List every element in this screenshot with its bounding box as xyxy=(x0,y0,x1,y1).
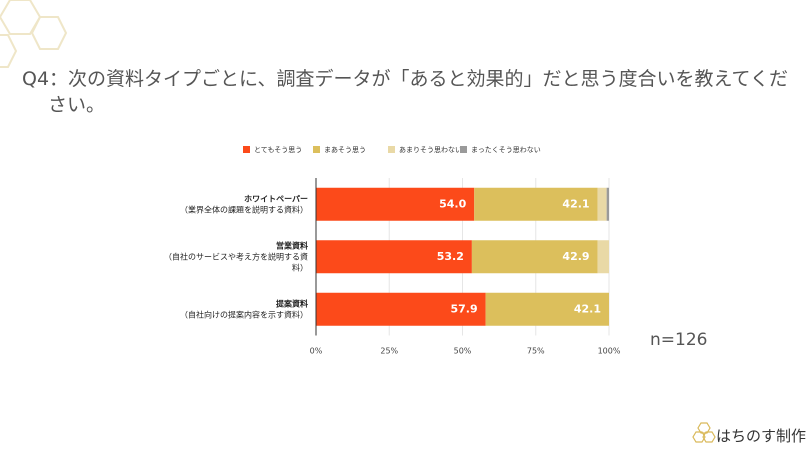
decoration xyxy=(0,0,68,68)
bar-segment xyxy=(597,187,607,221)
y-tick-label: ホワイトペーパー xyxy=(244,193,308,203)
legend-label: まったくそう思わない xyxy=(471,146,541,154)
legend-label: とてもそう思う xyxy=(254,146,302,154)
y-tick-label: 営業資料 xyxy=(276,240,308,250)
legend-label: まあそう思う xyxy=(324,146,366,154)
bar-segment xyxy=(474,187,598,221)
x-tick-label: 25% xyxy=(380,347,398,356)
value-label: 54.0 xyxy=(439,197,466,210)
x-tick-label: 100% xyxy=(598,347,621,356)
annotation: n=126 xyxy=(650,330,708,350)
bar-segment xyxy=(316,240,472,274)
x-tick-label: 75% xyxy=(527,347,545,356)
brand: はちのす制作 xyxy=(716,427,807,445)
legend-label: あまりそう思わない xyxy=(399,146,462,154)
bar-segment xyxy=(316,187,475,221)
value-label: 53.2 xyxy=(437,250,464,263)
value-label: 42.1 xyxy=(574,302,601,315)
x-tick-label: 0% xyxy=(310,347,323,356)
value-label: 42.1 xyxy=(562,197,589,210)
y-tick-label: 提案資料 xyxy=(276,298,308,308)
y-tick-label: （自社のサービスや考え方を説明する資 xyxy=(164,251,308,261)
brand-logo xyxy=(692,422,716,443)
bar-segment xyxy=(606,187,609,221)
legend-swatch xyxy=(313,146,320,153)
value-label: 57.9 xyxy=(451,302,478,315)
value-label: 42.9 xyxy=(562,250,589,263)
y-tick-label: 料） xyxy=(292,262,308,272)
bar-segment xyxy=(597,240,609,274)
legend-swatch xyxy=(243,146,250,153)
bar-segment xyxy=(485,292,609,326)
bar-segment xyxy=(471,240,598,274)
y-tick-label: （業界全体の課題を説明する資料） xyxy=(180,204,308,214)
legend-swatch xyxy=(388,146,395,153)
chart-title: Q4：次の資料タイプごとに、調査データが「あると効果的」だと思う度合いを教えてく… xyxy=(22,68,788,116)
x-tick-label: 50% xyxy=(454,347,472,356)
bar-segment xyxy=(316,292,486,326)
y-tick-label: （自社向けの提案内容を示す資料） xyxy=(180,309,308,319)
legend-swatch xyxy=(460,146,467,153)
